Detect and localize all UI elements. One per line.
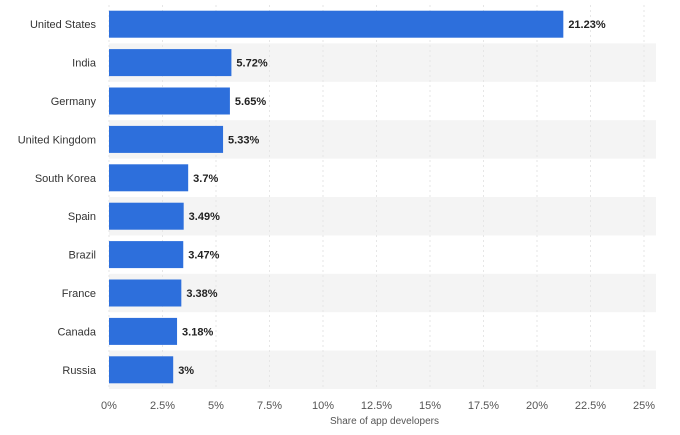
category-label: South Korea (35, 173, 97, 185)
x-tick-label: 15% (419, 400, 441, 412)
x-tick-label: 25% (633, 400, 655, 412)
category-labels: United States India Germany United Kingdom S… (18, 19, 97, 377)
x-tick-label: 0% (101, 400, 117, 412)
bar[interactable] (109, 241, 184, 269)
category-label: Spain (68, 211, 96, 223)
x-axis-title: Share of app developers (330, 416, 439, 427)
bars (109, 10, 564, 384)
bar[interactable] (109, 125, 224, 153)
bar[interactable] (109, 356, 174, 384)
x-tick-label: 12.5% (361, 400, 392, 412)
category-label: France (62, 288, 96, 300)
category-label: United States (30, 19, 97, 31)
category-label: United Kingdom (18, 134, 96, 146)
bar[interactable] (109, 317, 178, 345)
x-tick-label: 7.5% (257, 400, 282, 412)
value-label: 3.47% (188, 250, 219, 262)
bar[interactable] (109, 202, 184, 230)
category-label: Germany (51, 96, 97, 108)
x-tick-label: 5% (208, 400, 224, 412)
bar[interactable] (109, 10, 564, 38)
value-labels: 21.23% 5.72% 5.65% 5.33% 3.7% 3.49% 3.47% 3.38%… (178, 19, 606, 377)
value-label: 3% (178, 365, 194, 377)
value-label: 21.23% (568, 19, 606, 31)
x-axis-ticks: 0% 2.5% 5% 7.5% 10% 12.5% 15% 17.5% 20% 22.5% 25% (101, 400, 655, 412)
category-label: Canada (57, 326, 96, 338)
bar[interactable] (109, 279, 182, 307)
value-label: 5.65% (235, 96, 266, 108)
x-tick-label: 22.5% (575, 400, 606, 412)
value-label: 3.49% (189, 211, 220, 223)
bar[interactable] (109, 49, 232, 77)
category-label: India (72, 58, 97, 70)
x-tick-label: 2.5% (150, 400, 175, 412)
category-label: Brazil (68, 250, 96, 262)
x-tick-label: 17.5% (468, 400, 499, 412)
value-label: 3.18% (182, 326, 213, 338)
x-tick-label: 10% (312, 400, 334, 412)
x-tick-label: 20% (526, 400, 548, 412)
value-label: 3.7% (193, 173, 218, 185)
row-bands (109, 43, 656, 389)
row-band (109, 273, 656, 313)
value-label: 5.72% (236, 58, 267, 70)
row-band (109, 350, 656, 389)
value-label: 3.38% (186, 288, 217, 300)
row-band (109, 197, 656, 236)
category-label: Russia (62, 365, 97, 377)
bar[interactable] (109, 164, 189, 192)
bar[interactable] (109, 87, 230, 115)
value-label: 5.33% (228, 134, 259, 146)
